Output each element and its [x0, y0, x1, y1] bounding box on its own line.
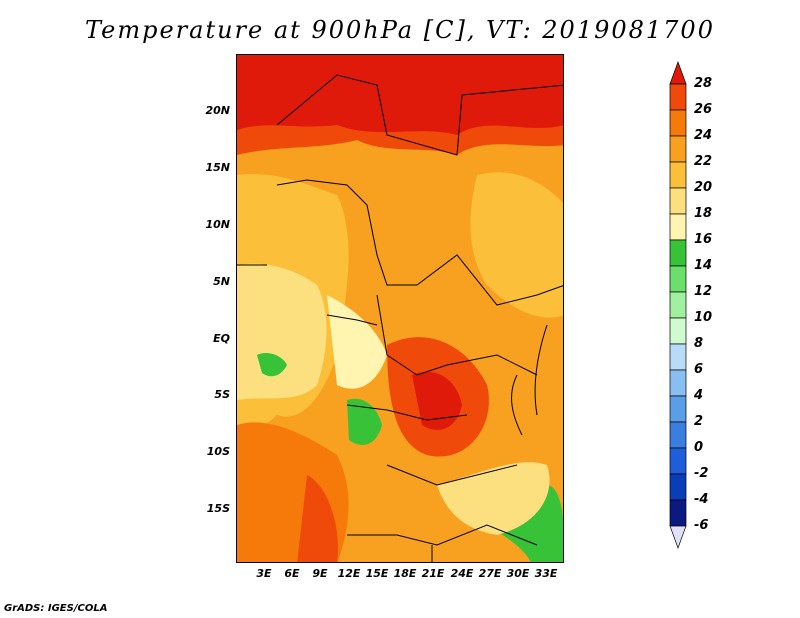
lon-label-24e: 24E [450, 567, 474, 580]
colorbar-tick-label: -6 [694, 518, 709, 533]
lon-label-30e: 30E [506, 567, 530, 580]
colorbar-segment [669, 447, 687, 475]
colorbar-tick-label: 28 [694, 76, 713, 91]
temperature-map [236, 54, 564, 563]
colorbar-tick-label: 20 [694, 180, 713, 195]
field-26-sw [297, 475, 338, 562]
colorbar-segment [669, 213, 687, 241]
colorbar-tick-label: 26 [694, 102, 713, 117]
colorbar-segment [669, 421, 687, 449]
field-28 [237, 55, 563, 135]
colorbar-top-arrow [669, 60, 687, 85]
colorbar-tick-label: 6 [694, 362, 704, 377]
field-28-core [412, 371, 462, 430]
colorbar-segment [669, 161, 687, 189]
colorbar-tick-label: 10 [694, 310, 713, 325]
lon-label-12e: 12E [337, 567, 361, 580]
colorbar-segment [669, 83, 687, 111]
lat-label-20n: 20N [205, 104, 230, 117]
field-16-a [327, 295, 387, 389]
colorbar-tick-label: 24 [694, 128, 713, 143]
colorbar-tick-label: -4 [694, 492, 709, 507]
lon-label-9e: 9E [312, 567, 328, 580]
colorbar-segment [669, 291, 687, 319]
lon-label-15e: 15E [365, 567, 389, 580]
colorbar-segment [669, 343, 687, 371]
colorbar-tick-label: 0 [694, 440, 704, 455]
colorbar-tick-label: 12 [694, 284, 713, 299]
field-green-a [257, 353, 287, 377]
field-green-b [347, 398, 382, 445]
lon-label-18e: 18E [393, 567, 417, 580]
country-borders [237, 74, 563, 562]
field-18 [237, 263, 327, 400]
lon-label-3e: 3E [256, 567, 272, 580]
lat-label-5n: 5N [213, 275, 230, 288]
chart-title: Temperature at 900hPa [C], VT: 201908170… [85, 16, 715, 44]
colorbar-segment [669, 317, 687, 345]
colorbar-segment [669, 473, 687, 501]
colorbar-segment [669, 135, 687, 163]
colorbar-segment [669, 499, 687, 527]
colorbar-tick-label: 22 [694, 154, 713, 169]
colorbar-tick-label: 2 [694, 414, 704, 429]
colorbar-tick-label: 8 [694, 336, 704, 351]
credit-text: GrADS: IGES/COLA [4, 603, 108, 614]
temperature-field [237, 55, 563, 562]
lat-label-10n: 10N [205, 218, 230, 231]
colorbar-tick-label: 4 [694, 388, 704, 403]
colorbar-segment [669, 239, 687, 267]
lat-label-5s: 5S [214, 388, 230, 401]
lon-label-33e: 33E [534, 567, 558, 580]
colorbar-segment [669, 265, 687, 293]
lat-label-eq: EQ [213, 332, 230, 345]
colorbar-tick-label: 16 [694, 232, 713, 247]
colorbar-bottom-arrow [669, 525, 687, 550]
lat-label-15n: 15N [205, 161, 230, 174]
field-20-e [470, 172, 563, 318]
lat-label-10s: 10S [206, 445, 230, 458]
field-18-se [437, 462, 550, 535]
colorbar-segment [669, 187, 687, 215]
colorbar [669, 60, 687, 550]
lon-label-27e: 27E [478, 567, 502, 580]
lon-label-6e: 6E [284, 567, 300, 580]
colorbar-segment [669, 109, 687, 137]
lon-label-21e: 21E [421, 567, 445, 580]
colorbar-tick-label: 14 [694, 258, 713, 273]
colorbar-tick-label: 18 [694, 206, 713, 221]
lat-label-15s: 15S [206, 502, 230, 515]
colorbar-tick-label: -2 [694, 466, 709, 481]
colorbar-segment [669, 395, 687, 423]
colorbar-segment [669, 369, 687, 397]
